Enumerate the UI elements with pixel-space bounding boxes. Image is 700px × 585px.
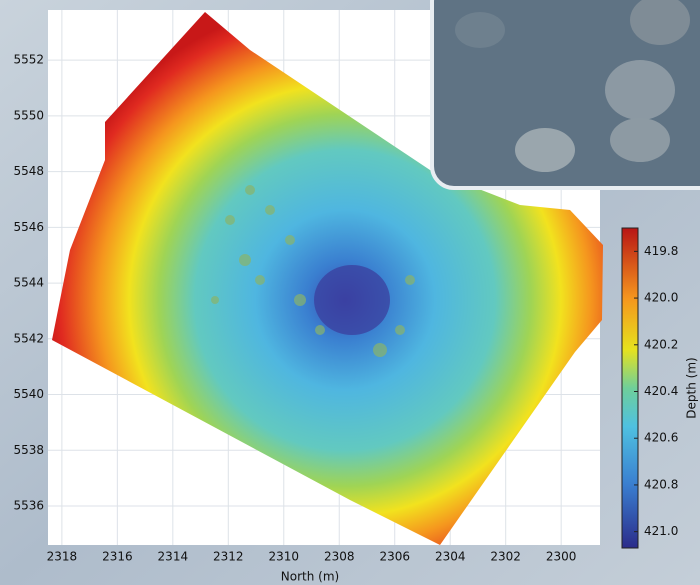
colorbar-tick-label: 420.2 — [644, 337, 678, 351]
colorbar-tick-label: 420.4 — [644, 384, 678, 398]
x-tick-label: 2310 — [269, 550, 300, 564]
colorbar-title: Depth (m) — [685, 357, 699, 418]
colorbar — [622, 228, 638, 548]
photo-inset — [432, 0, 700, 188]
page: North (m) Depth (m) 2318 2316 2314 2312 2310… — [0, 0, 700, 585]
x-tick-label: 2300 — [546, 550, 577, 564]
y-tick-label: 5546 — [13, 220, 44, 234]
x-tick-label: 2316 — [102, 550, 133, 564]
chart: North (m) Depth (m) 2318 2316 2314 2312 2310… — [0, 0, 700, 585]
y-tick-label: 5542 — [13, 331, 44, 345]
colorbar-tick-label: 419.8 — [644, 244, 678, 258]
y-tick-label: 5536 — [13, 498, 44, 512]
y-tick-label: 5540 — [13, 387, 44, 401]
y-tick-label: 5548 — [13, 164, 44, 178]
x-tick-label: 2306 — [379, 550, 410, 564]
deep-area — [314, 265, 390, 335]
y-tick-label: 5550 — [13, 108, 44, 122]
colorbar-tick-label: 420.6 — [644, 431, 678, 445]
y-tick-label: 5552 — [13, 53, 44, 67]
colorbar-tick-label: 420.0 — [644, 291, 678, 305]
x-axis-title: North (m) — [281, 570, 339, 584]
x-tick-label: 2308 — [324, 550, 355, 564]
colorbar-tick-label: 421.0 — [644, 524, 678, 538]
y-tick-label: 5538 — [13, 443, 44, 457]
x-tick-label: 2318 — [47, 550, 78, 564]
x-tick-label: 2302 — [490, 550, 521, 564]
x-tick-label: 2312 — [213, 550, 244, 564]
x-tick-label: 2314 — [158, 550, 189, 564]
y-tick-label: 5544 — [13, 276, 44, 290]
colorbar-tick-label: 420.8 — [644, 477, 678, 491]
x-tick-label: 2304 — [435, 550, 466, 564]
